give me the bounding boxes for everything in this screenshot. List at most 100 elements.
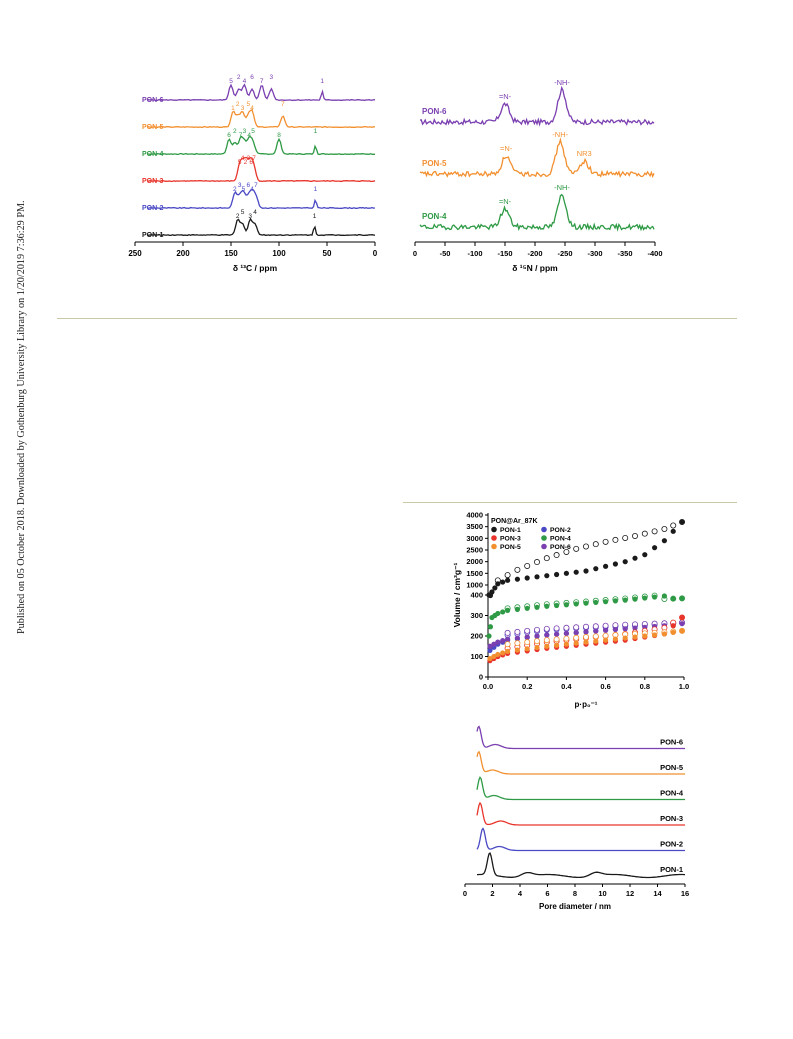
- desorption-point: [514, 628, 521, 635]
- adsorption-point: [593, 566, 599, 572]
- y-tick-label: 4000: [466, 511, 483, 520]
- adsorption-point: [593, 599, 599, 606]
- peak-label: 3: [246, 155, 250, 162]
- series-label: PON-5: [142, 124, 164, 131]
- desorption-point: [622, 534, 629, 541]
- adsorption-point: [593, 638, 599, 644]
- adsorption-point: [500, 650, 506, 656]
- n15-nmr-chart: 0 -50 -100 -150 -200 -250 -300 -350 -400 δ ¹⁵N / …: [413, 78, 663, 273]
- peak-label: 7: [260, 78, 264, 85]
- adsorption-point: [500, 579, 506, 585]
- adsorption-point: [544, 632, 550, 638]
- peak-label: 8: [277, 132, 281, 139]
- x-axis-label: Pore diameter / nm: [539, 902, 611, 911]
- adsorption-point: [573, 601, 579, 607]
- adsorption-point: [491, 653, 497, 660]
- x-tick-label: 0: [413, 249, 417, 258]
- adsorption-point: [603, 637, 609, 643]
- desorption-point: [514, 640, 521, 647]
- desorption-point: [582, 634, 589, 641]
- adsorption-point: [491, 641, 497, 647]
- x-tick-label: 0.0: [483, 682, 493, 691]
- desorption-point: [631, 532, 638, 539]
- x-tick-label: -50: [440, 249, 451, 258]
- psd-line-pon-3: [476, 801, 685, 826]
- adsorption-point: [661, 631, 667, 637]
- adsorption-point: [563, 641, 569, 647]
- adsorption-point: [652, 594, 658, 600]
- adsorption-point: [514, 635, 520, 641]
- adsorption-point: [583, 568, 589, 574]
- desorption-point: [670, 522, 677, 529]
- chart-title: PON@Ar_87K: [491, 518, 538, 525]
- peak-label: 3: [270, 74, 274, 81]
- desorption-point: [553, 552, 560, 559]
- peak-label: 7: [239, 132, 243, 139]
- adsorption-point: [679, 621, 685, 627]
- series-label: PON-4: [422, 212, 447, 221]
- legend-label: PON-2: [550, 527, 571, 534]
- legend-marker: [541, 535, 547, 541]
- series-label: PON-2: [660, 840, 683, 849]
- adsorption-point: [652, 545, 658, 551]
- y-tick-label: 1000: [466, 581, 483, 590]
- x-tick-label: 0: [463, 889, 467, 898]
- x-tick-label: -400: [647, 249, 662, 258]
- legend-label: PON-4: [550, 536, 571, 543]
- adsorption-point: [652, 632, 658, 638]
- adsorption-point: [622, 597, 628, 603]
- peak-label: 4: [250, 105, 254, 112]
- adsorption-point: [505, 636, 511, 642]
- adsorption-point: [612, 626, 618, 633]
- psd-line-pon-6: [476, 725, 685, 750]
- x-tick-label: 0.8: [640, 682, 650, 691]
- legend-marker: [491, 526, 497, 533]
- adsorption-point: [487, 643, 493, 649]
- adsorption-point: [505, 577, 511, 583]
- peak-label: -NH-: [554, 78, 570, 87]
- x-tick-label: 0.6: [600, 682, 610, 691]
- spectrum-line-pon-6: [146, 83, 376, 102]
- x-tick-label: 0.2: [522, 682, 532, 691]
- peak-label: 1: [313, 213, 317, 220]
- peak-label: 1: [231, 105, 235, 112]
- peak-label: =N-: [499, 92, 512, 101]
- desorption-point: [582, 543, 589, 550]
- spectrum-line-pon-1: [146, 217, 376, 237]
- series-label: PON-6: [142, 97, 164, 104]
- adsorption-point: [670, 596, 676, 602]
- x-axis-label: p·p₀⁻¹: [575, 700, 598, 709]
- psd-line-pon-1: [477, 852, 685, 879]
- peak-label: -NH-: [554, 183, 570, 192]
- legend-label: PON-1: [500, 527, 521, 534]
- peak-label: 4: [247, 132, 251, 139]
- spectrum-line-pon-5: [146, 109, 376, 129]
- x-tick-label: 12: [626, 889, 634, 898]
- peak-label: 4: [241, 155, 245, 162]
- adsorption-point: [554, 602, 560, 609]
- desorption-point: [573, 624, 580, 631]
- adsorption-point: [573, 630, 579, 636]
- peak-label: 7: [254, 182, 258, 189]
- peak-label: 3: [238, 182, 242, 189]
- x-tick-label: 0: [373, 249, 378, 258]
- adsorption-point: [622, 626, 628, 632]
- peak-label: 7: [252, 155, 256, 162]
- peak-label: 5: [251, 128, 255, 135]
- x-tick-label: 150: [224, 249, 238, 258]
- adsorption-point: [583, 639, 589, 645]
- x-tick-label: 16: [681, 889, 689, 898]
- spectrum-line-pon-3: [146, 156, 376, 183]
- adsorption-point: [670, 629, 676, 636]
- adsorption-point: [524, 575, 530, 581]
- y-tick-label: 300: [470, 611, 483, 620]
- x-tick-label: 14: [653, 889, 662, 898]
- adsorption-point: [632, 634, 638, 640]
- desorption-point: [661, 525, 668, 532]
- adsorption-point: [583, 600, 589, 606]
- x-tick-label: 200: [176, 249, 190, 258]
- desorption-point: [651, 528, 658, 535]
- series-label: PON-5: [660, 763, 683, 772]
- adsorption-point: [492, 585, 498, 591]
- peak-label: 5: [238, 159, 242, 166]
